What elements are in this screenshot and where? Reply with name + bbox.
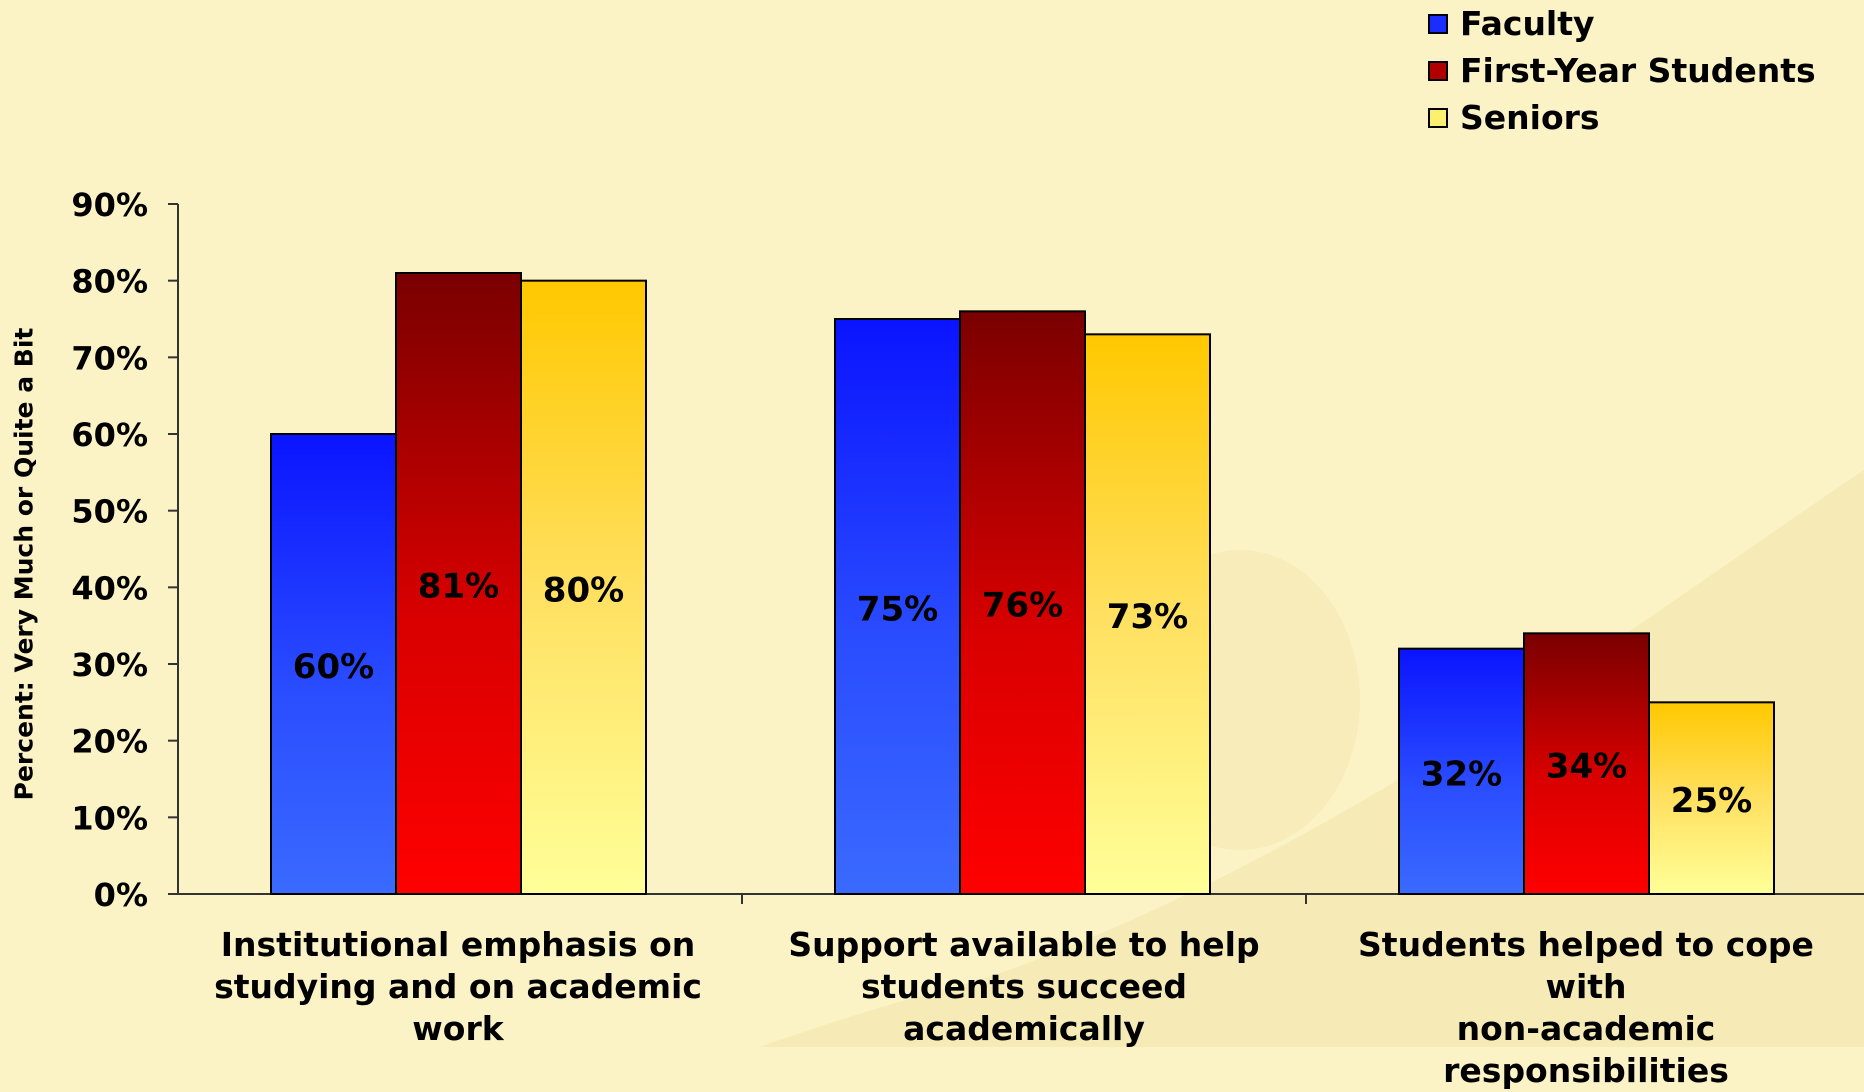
y-tick-label: 30% xyxy=(71,646,148,684)
bar xyxy=(959,310,1086,896)
y-tick-label: 10% xyxy=(71,799,148,837)
bar-chart: 0% 10% 20% 30% 40% 50% 60% 70% 80% 90% 60% 81% 80% 7… xyxy=(71,186,1864,1047)
bar xyxy=(520,279,647,895)
y-tick-label: 50% xyxy=(71,493,148,531)
category-label-line: academically xyxy=(903,1009,1145,1048)
data-label: 25% xyxy=(1671,781,1752,821)
y-tick-label: 80% xyxy=(71,263,148,301)
legend-label-faculty: Faculty xyxy=(1460,4,1595,43)
category-label-line: studying and on academic xyxy=(214,967,702,1006)
bar xyxy=(1084,333,1211,896)
data-label: 73% xyxy=(1107,597,1188,637)
y-tick-label: 20% xyxy=(71,723,148,761)
data-label: 75% xyxy=(857,590,938,630)
category-label: Support available to help students succe… xyxy=(764,924,1284,1050)
legend-label-seniors: Seniors xyxy=(1460,98,1600,137)
data-label: 32% xyxy=(1421,754,1502,794)
y-axis-label: Percent: Very Much or Quite a Bit xyxy=(9,327,39,801)
data-label: 80% xyxy=(543,570,624,610)
bar xyxy=(834,318,961,895)
category-label-line: Institutional emphasis on xyxy=(220,925,696,964)
legend-swatch-seniors xyxy=(1428,107,1448,128)
y-tick-label: 40% xyxy=(71,569,148,607)
legend-swatch-first-year xyxy=(1428,60,1448,81)
category-label-line: non-academic responsibilities xyxy=(1443,1009,1729,1090)
y-tick-label: 0% xyxy=(94,876,148,914)
legend-item-first-year: First-Year Students xyxy=(1428,47,1816,94)
category-label: Students helped to cope with non-academi… xyxy=(1326,924,1846,1092)
legend-item-faculty: Faculty xyxy=(1428,0,1816,47)
background-swoosh xyxy=(760,470,1864,1047)
legend: Faculty First-Year Students Seniors xyxy=(1428,0,1816,141)
data-label: 76% xyxy=(982,586,1063,626)
category-label-line: Students helped to cope with xyxy=(1358,925,1814,1006)
y-tick-label: 70% xyxy=(71,339,148,377)
data-label: 34% xyxy=(1546,747,1627,787)
bar xyxy=(1398,647,1525,896)
category-label: Institutional emphasis on studying and o… xyxy=(198,924,718,1050)
bar xyxy=(1523,632,1650,895)
legend-label-first-year: First-Year Students xyxy=(1460,51,1816,90)
category-label-line: students succeed xyxy=(861,967,1187,1006)
legend-item-seniors: Seniors xyxy=(1428,94,1816,141)
legend-swatch-faculty xyxy=(1428,13,1448,34)
bar xyxy=(1648,701,1775,895)
data-label: 81% xyxy=(418,567,499,607)
data-label: 60% xyxy=(293,647,374,687)
category-label-line: Support available to help xyxy=(788,925,1260,964)
category-label-line: work xyxy=(412,1009,504,1048)
bar xyxy=(270,433,397,895)
y-tick-label: 60% xyxy=(71,416,148,454)
y-tick-label: 90% xyxy=(71,186,148,224)
bar xyxy=(395,272,522,895)
